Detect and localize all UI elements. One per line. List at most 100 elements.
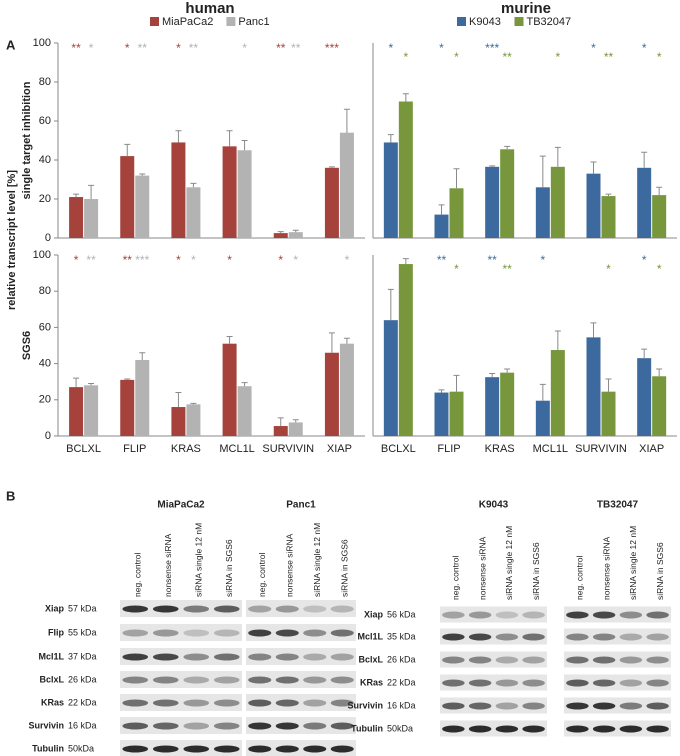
bar [398,101,413,238]
significance: * [74,253,79,267]
bar [237,150,252,238]
blot-band [330,699,354,707]
blot-band [646,679,669,687]
blot-strip [440,606,547,623]
lane-label: nonsense siRNA [285,533,295,597]
bar [398,264,413,436]
blot-band [303,676,327,684]
bar [383,142,398,238]
blot-strip [564,628,671,645]
significance: * [454,50,459,64]
error-bar [73,193,80,198]
y-tick-label: 60 [39,321,51,333]
blot-band [566,656,589,664]
error-bar [590,161,597,174]
bar [186,404,201,436]
blot-band [566,725,589,733]
significance: * [540,253,545,267]
bar [449,391,464,436]
chart-title: human [185,0,234,17]
blot-band [619,611,643,619]
blot-band [468,633,492,641]
lane-label: siRNA single 12 nM [312,523,322,597]
error-bar [641,151,648,168]
bar [500,372,515,436]
error-bar [139,173,146,176]
y-tick-label: 0 [45,430,51,442]
blot-band [442,679,465,687]
x-tick-label: XIAP [639,443,664,455]
blot-band [303,699,327,707]
blot-strip [246,600,356,617]
error-bar [539,155,546,188]
panel-label: A [6,37,16,52]
bar [550,350,565,436]
blot-band [213,676,240,684]
x-tick-label: BCLXL [381,443,416,455]
blot-band [646,725,669,733]
significance: ** [123,253,133,267]
blot-band [522,725,545,733]
blot-band [122,653,149,661]
blot-strip [564,720,671,737]
blot-band [442,702,465,710]
blot-band [619,725,643,733]
significance: ** [291,41,301,55]
blot-band [183,629,210,637]
blot-band [248,653,272,661]
cell-line: MiaPaCa2 [157,500,205,511]
blot-band [152,676,179,684]
protein-size: 37 kDa [68,651,97,661]
bar [273,233,288,238]
bar [535,400,550,436]
blot-band [213,629,240,637]
significance: ** [487,253,497,267]
significance: * [439,41,444,55]
significance: * [191,253,196,267]
blot-band [330,722,354,730]
bar [288,232,303,238]
protein-size: 50kDa [387,723,413,733]
cell-line: Panc1 [286,500,316,511]
blot-band [566,679,589,687]
bar [237,386,252,436]
error-bar [73,377,80,388]
bar [339,343,354,436]
bar [434,214,449,238]
blot-band [468,725,492,733]
blot-strip [564,606,671,623]
blot-strip [120,624,242,641]
x-tick-label: KRAS [171,443,201,455]
bar [135,359,150,436]
blot-band [495,702,519,710]
blot-band [646,611,669,619]
blot-band [213,605,240,613]
significance: * [227,253,232,267]
blot-band [122,699,149,707]
y-axis-label: relative transcript level [%] [6,170,18,310]
blot-band [495,679,519,687]
blot-band [275,745,299,753]
protein-size: 22 kDa [387,677,416,687]
blot-strip [120,671,242,688]
blot-band [646,702,669,710]
blot-band [183,653,210,661]
y-tick-label: 60 [39,115,51,127]
blot-band [122,676,149,684]
x-tick-label: MCL1L [533,443,568,455]
blot-strip [564,674,671,691]
y-tick-label: 40 [39,154,51,166]
bar [324,167,339,238]
panel-label: B [6,488,15,503]
bar [586,337,601,436]
error-bar [438,204,445,215]
blot-strip [440,628,547,645]
chart-title: murine [501,0,551,17]
blot-band [468,702,492,710]
error-bar [139,352,146,360]
bar [84,385,99,436]
significance: * [176,41,181,55]
bar [601,391,616,436]
error-bar [504,145,511,150]
